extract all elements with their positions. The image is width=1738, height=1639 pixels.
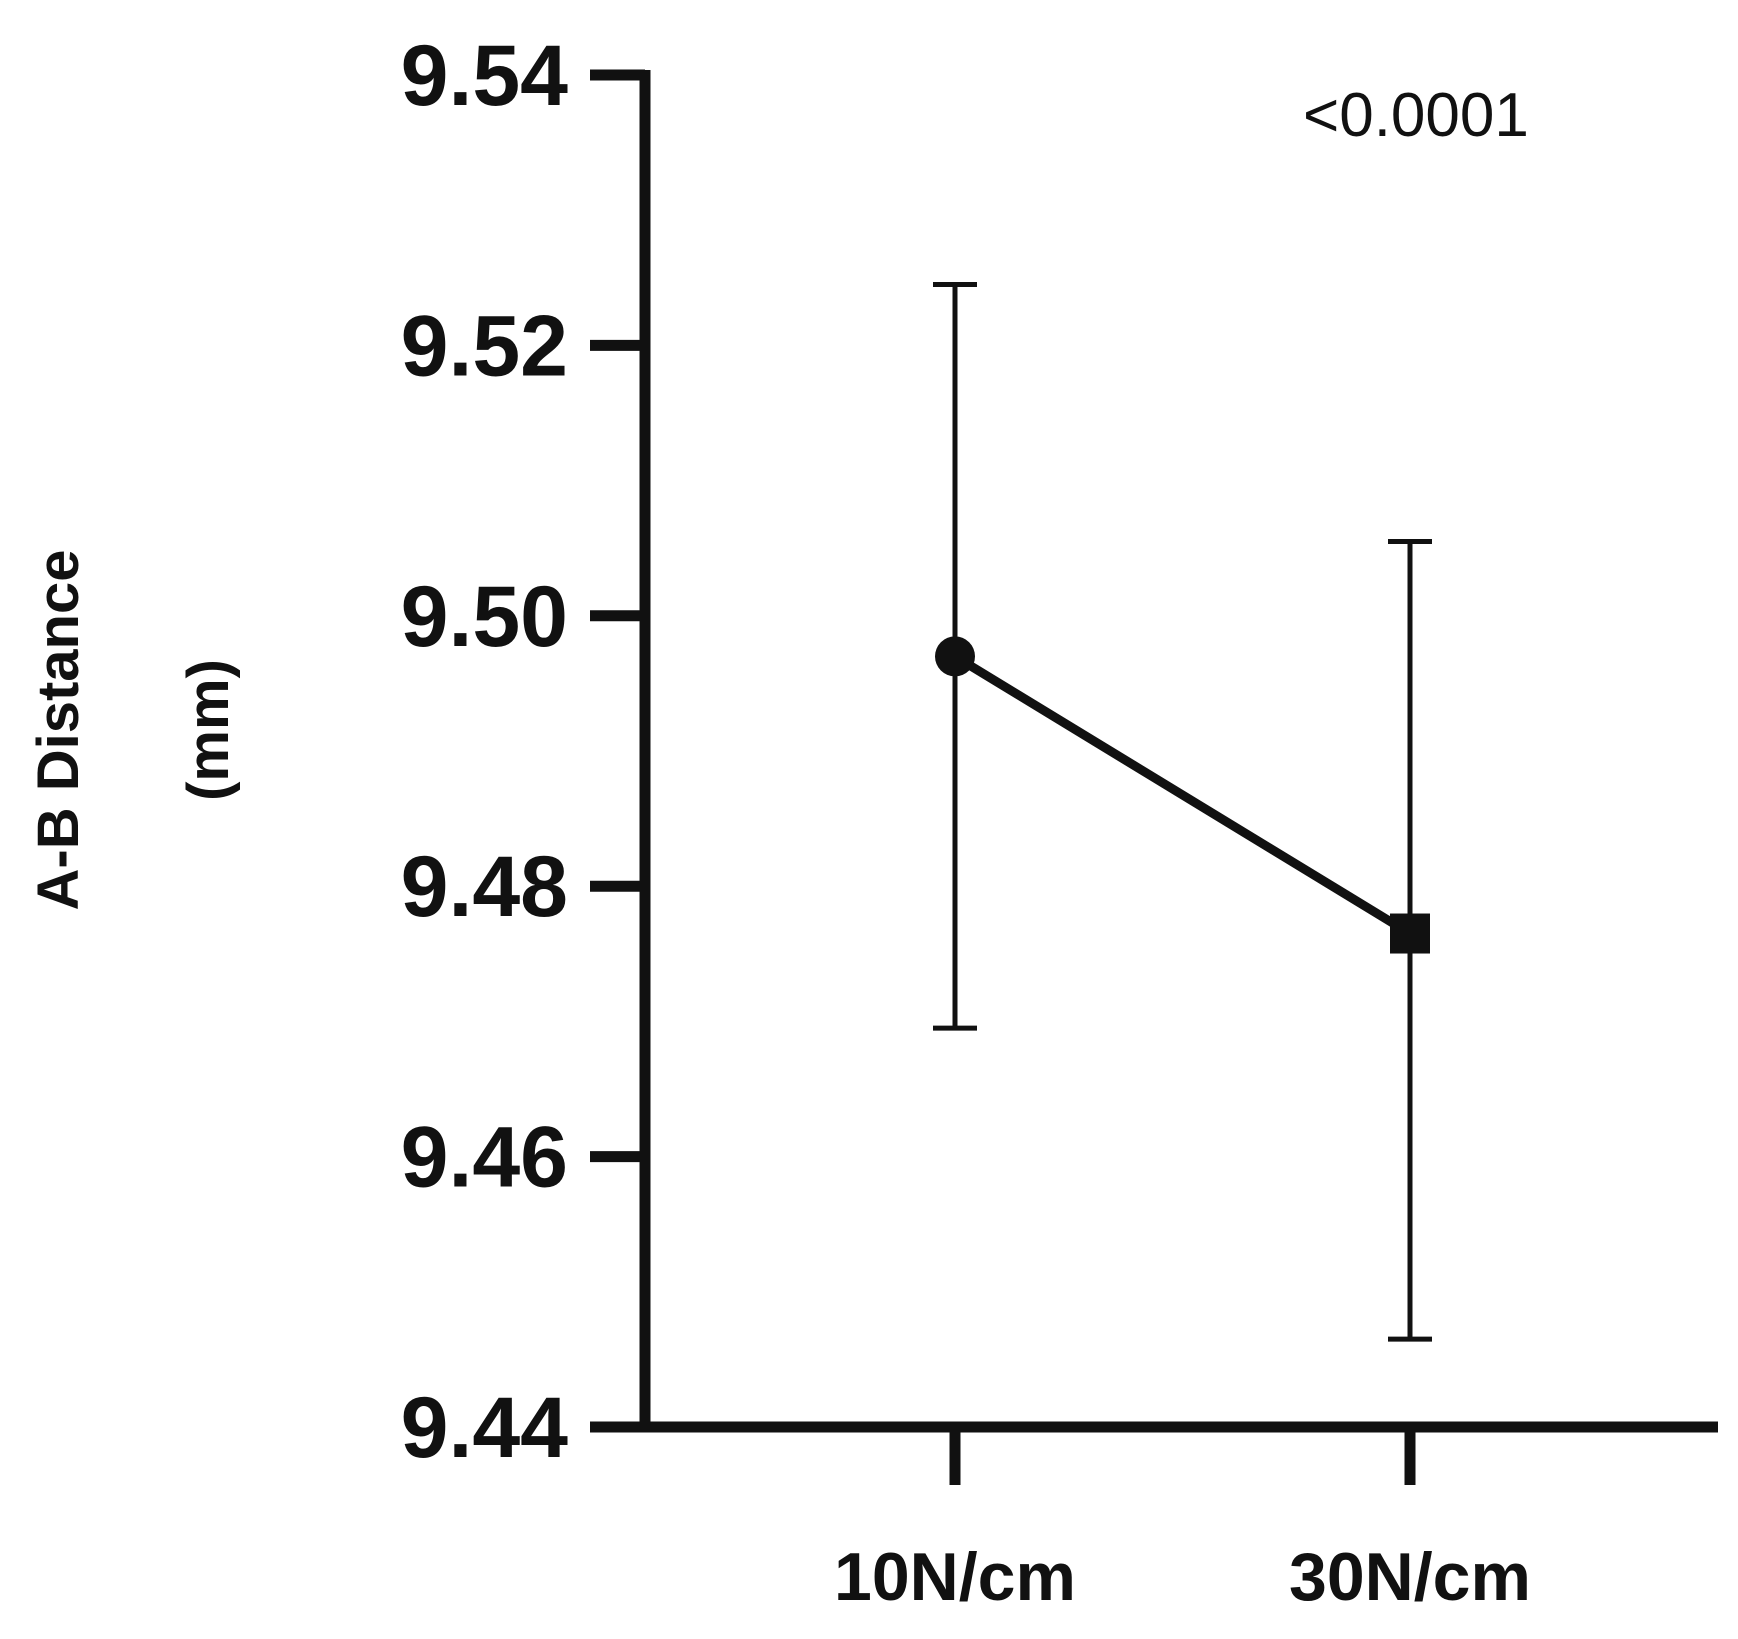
y-tick-label: 9.54 bbox=[401, 28, 569, 124]
data-point-marker bbox=[1390, 913, 1430, 954]
y-axis-title-line-1: A-B Distance bbox=[26, 550, 91, 911]
p-value-annotation: <0.0001 bbox=[1303, 81, 1529, 150]
error-bars bbox=[933, 282, 1432, 1342]
y-tick-label: 9.50 bbox=[401, 569, 568, 665]
y-axis-title-line-2: (mm) bbox=[176, 659, 241, 801]
series-line bbox=[952, 652, 1413, 938]
y-axis-ticks: 9.44 9.46 9.48 9.50 9.52 9.54 bbox=[401, 28, 645, 1476]
data-point-marker bbox=[935, 636, 975, 677]
series-line-group bbox=[935, 636, 1430, 954]
x-tick-label: 10N/cm bbox=[834, 1539, 1076, 1615]
y-axis-title: A-B Distance (mm) bbox=[26, 550, 241, 911]
y-tick-label: 9.44 bbox=[401, 1380, 569, 1476]
x-axis-ticks: 10N/cm 30N/cm bbox=[834, 1427, 1531, 1615]
y-tick-label: 9.46 bbox=[401, 1110, 568, 1206]
y-tick-label: 9.48 bbox=[401, 839, 568, 935]
y-tick-label: 9.52 bbox=[401, 298, 568, 394]
x-tick-label: 30N/cm bbox=[1289, 1539, 1531, 1615]
